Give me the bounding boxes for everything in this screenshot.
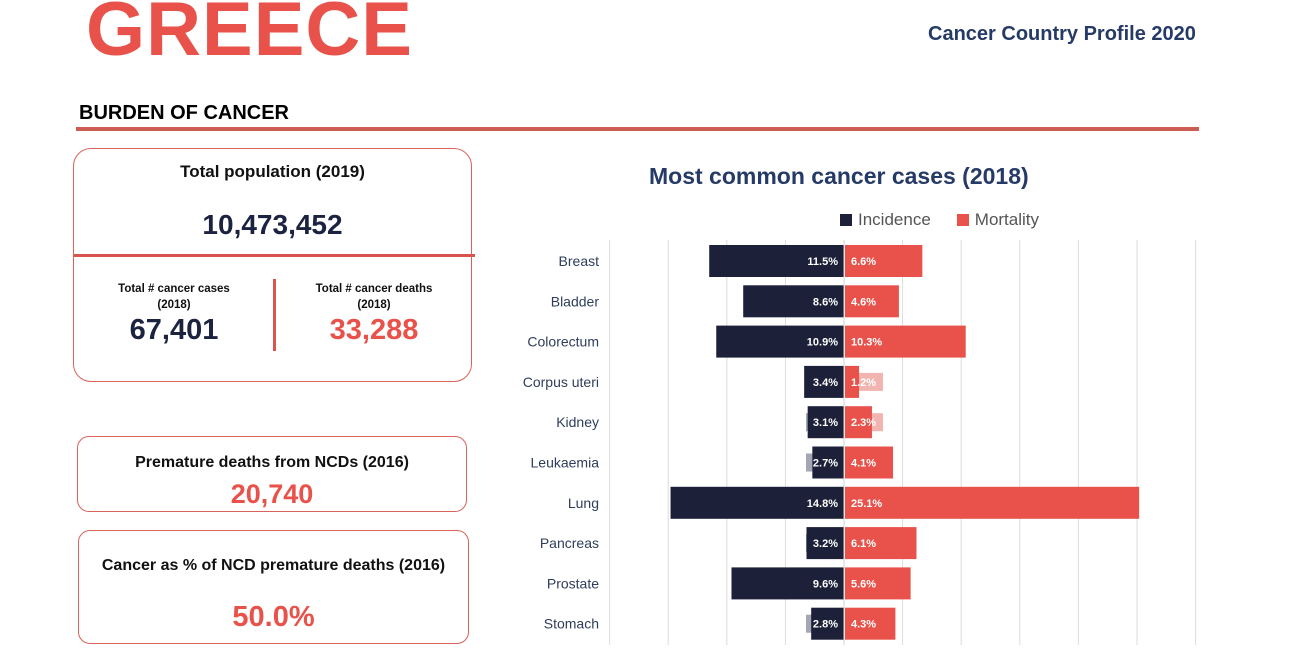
ncd-premature-card: Premature deaths from NCDs (2016) 20,740: [77, 436, 467, 512]
incidence-data-label: 3.4%: [813, 377, 838, 389]
category-label: Leukaemia: [531, 455, 600, 471]
category-label: Colorectum: [527, 334, 599, 350]
incidence-bar: [716, 325, 844, 358]
incidence-bar: [709, 245, 844, 277]
legend-item-mortality: Mortality: [956, 210, 1040, 230]
ncd-premature-value: 20,740: [230, 479, 314, 509]
mortality-bar: [845, 325, 966, 358]
legend-swatch-incidence: [840, 214, 852, 226]
incidence-data-label: 2.7%: [813, 458, 838, 470]
legend-label-mortality: Mortality: [974, 210, 1040, 229]
incidence-data-label: 11.5%: [807, 256, 838, 268]
mortality-bar: [845, 527, 917, 560]
country-title: GREECE: [86, 0, 413, 72]
incidence-bar: [807, 406, 844, 439]
category-label: Lung: [568, 495, 599, 511]
incidence-data-label: 14.8%: [807, 498, 838, 510]
section-title: BURDEN OF CANCER: [79, 102, 289, 124]
mortality-data-label: 1.2%: [851, 377, 876, 389]
mortality-data-label: 2.3%: [851, 417, 876, 429]
cancer-cases-value: 67,401: [129, 314, 219, 346]
mortality-data-label: 25.1%: [851, 498, 882, 510]
mortality-data-label: 4.3%: [851, 619, 876, 631]
population-value: 10,473,452: [202, 209, 343, 240]
cancer-pct-ncd-card: Cancer as % of NCD premature deaths (201…: [78, 530, 469, 644]
mortality-data-label: 5.6%: [851, 578, 876, 590]
category-label: Bladder: [551, 293, 600, 309]
ncd-premature-label: Premature deaths from NCDs (2016): [135, 454, 409, 471]
cancer-pct-ncd-value: 50.0%: [232, 601, 315, 633]
legend-swatch-mortality: [956, 214, 969, 226]
incidence-bar: [731, 567, 844, 600]
chart-gridlines: [609, 240, 1197, 645]
incidence-bar: [670, 486, 844, 519]
incidence-data-label: 10.9%: [807, 337, 838, 349]
legend-label-incidence: Incidence: [858, 210, 931, 229]
category-label: Kidney: [556, 414, 599, 430]
mortality-bar: [845, 446, 894, 479]
category-label: Pancreas: [540, 535, 599, 551]
cancer-deaths-value: 33,288: [329, 314, 419, 346]
incidence-bar: [811, 607, 844, 640]
incidence-bar: [804, 365, 844, 398]
incidence-bar: [812, 446, 844, 479]
stat-divider: [273, 279, 276, 351]
section-divider: [76, 127, 1199, 131]
chart-legend: Incidence Mortality: [840, 210, 1065, 230]
cancer-deaths-stat: Total # cancer deaths (2018) 33,288: [279, 281, 469, 345]
category-label: Breast: [559, 253, 600, 269]
mortality-data-label: 6.6%: [851, 256, 876, 268]
incidence-data-label: 3.2%: [813, 538, 838, 550]
population-divider: [74, 254, 475, 257]
mortality-data-label: 6.1%: [851, 538, 876, 550]
mortality-data-label: 4.1%: [851, 458, 876, 470]
population-label: Total population (2019): [180, 162, 365, 181]
category-label: Stomach: [544, 616, 599, 632]
category-label: Prostate: [547, 575, 599, 591]
cancer-deaths-label: Total # cancer deaths: [315, 283, 433, 295]
incidence-data-label: 2.8%: [813, 619, 838, 631]
mortality-bar: [845, 245, 923, 277]
incidence-data-label: 8.6%: [813, 296, 838, 308]
mortality-bar: [845, 406, 872, 439]
chart-bars: [670, 240, 1140, 645]
profile-title: Cancer Country Profile 2020: [928, 23, 1196, 45]
incidence-data-label: 9.6%: [813, 578, 838, 590]
incidence-bar: [806, 527, 844, 560]
chart-labels: Breast 11.5% 6.6% Bladder 8.6% 4.6% Colorectum…: [523, 253, 883, 632]
legend-item-incidence: Incidence: [840, 210, 931, 230]
mortality-bar: [845, 486, 1140, 519]
cancer-deaths-year: (2018): [357, 299, 391, 311]
population-card: Total population (2019) 10,473,452 Total…: [73, 148, 475, 382]
chart-title: Most common cancer cases (2018): [649, 163, 1029, 189]
mortality-data-label: 4.6%: [851, 296, 876, 308]
mortality-bar: [845, 285, 899, 318]
mortality-bar: [845, 567, 911, 600]
mortality-bar: [845, 607, 896, 640]
incidence-bar: [743, 285, 844, 318]
cancer-pct-ncd-label: Cancer as % of NCD premature deaths (201…: [101, 557, 446, 574]
cancer-cases-year: (2018): [157, 299, 191, 311]
incidence-data-label: 3.1%: [813, 417, 838, 429]
category-label: Corpus uteri: [523, 374, 599, 390]
cancer-cases-stat: Total # cancer cases (2018) 67,401: [79, 281, 269, 345]
mortality-data-label: 10.3%: [851, 337, 882, 349]
cancer-cases-label: Total # cancer cases: [118, 283, 230, 295]
mortality-bar: [845, 365, 860, 398]
